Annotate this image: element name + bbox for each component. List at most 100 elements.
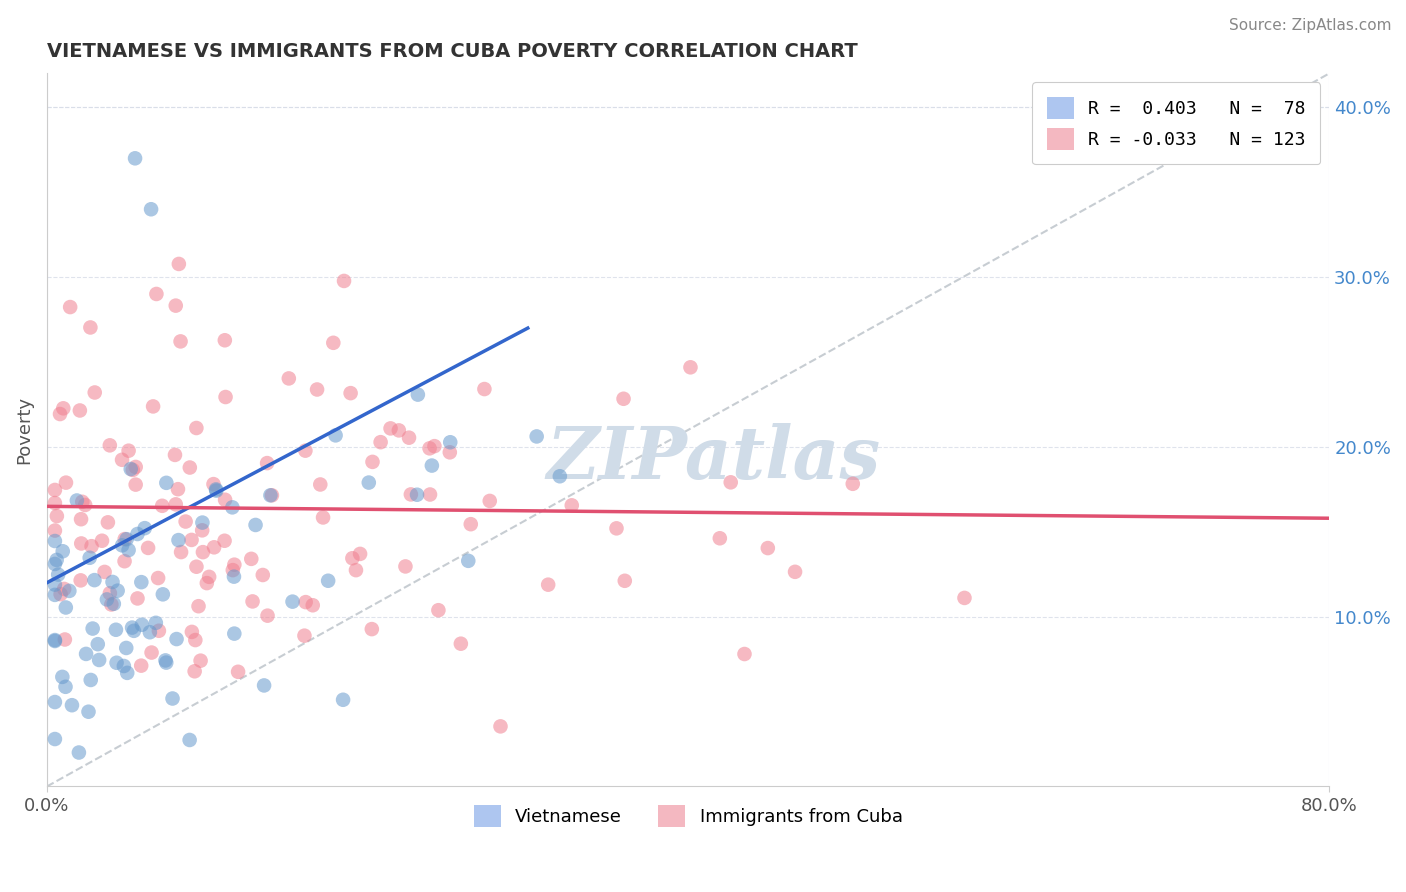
Immigrants from Cuba — [214, 333, 236, 347]
Immigrants from Cuba — [114, 532, 136, 546]
Vietnamese — [134, 521, 156, 535]
Immigrants from Cuba — [214, 390, 236, 404]
Immigrants from Cuba — [141, 646, 163, 660]
Vietnamese — [66, 493, 89, 508]
Immigrants from Cuba — [222, 563, 245, 577]
Vietnamese — [205, 483, 228, 497]
Vietnamese — [112, 659, 135, 673]
Immigrants from Cuba — [370, 435, 392, 450]
Immigrants from Cuba — [561, 499, 583, 513]
Vietnamese — [51, 670, 73, 684]
Vietnamese — [44, 557, 66, 571]
Vietnamese — [67, 746, 90, 760]
Vietnamese — [222, 569, 245, 583]
Immigrants from Cuba — [294, 629, 316, 643]
Vietnamese — [179, 733, 201, 747]
Vietnamese — [60, 698, 83, 713]
Vietnamese — [548, 469, 571, 483]
Immigrants from Cuba — [191, 545, 214, 559]
Immigrants from Cuba — [388, 423, 411, 437]
Immigrants from Cuba — [399, 487, 422, 501]
Immigrants from Cuba — [360, 622, 382, 636]
Immigrants from Cuba — [179, 460, 201, 475]
Vietnamese — [332, 693, 354, 707]
Immigrants from Cuba — [97, 516, 120, 530]
Vietnamese — [124, 151, 146, 165]
Vietnamese — [44, 634, 66, 648]
Vietnamese — [152, 587, 174, 601]
Vietnamese — [167, 533, 190, 548]
Immigrants from Cuba — [756, 541, 779, 555]
Immigrants from Cuba — [361, 455, 384, 469]
Immigrants from Cuba — [180, 533, 202, 547]
Immigrants from Cuba — [80, 539, 103, 553]
Immigrants from Cuba — [183, 665, 205, 679]
Immigrants from Cuba — [190, 654, 212, 668]
Immigrants from Cuba — [460, 517, 482, 532]
Y-axis label: Poverty: Poverty — [15, 396, 32, 464]
Immigrants from Cuba — [349, 547, 371, 561]
Immigrants from Cuba — [127, 591, 149, 606]
Immigrants from Cuba — [423, 439, 446, 453]
Vietnamese — [80, 673, 103, 687]
Immigrants from Cuba — [75, 498, 97, 512]
Immigrants from Cuba — [114, 554, 136, 568]
Immigrants from Cuba — [394, 559, 416, 574]
Vietnamese — [131, 575, 153, 590]
Immigrants from Cuba — [167, 257, 190, 271]
Immigrants from Cuba — [842, 476, 865, 491]
Immigrants from Cuba — [224, 558, 246, 572]
Immigrants from Cuba — [474, 382, 496, 396]
Immigrants from Cuba — [605, 521, 627, 535]
Vietnamese — [121, 621, 143, 635]
Immigrants from Cuba — [322, 335, 344, 350]
Immigrants from Cuba — [439, 445, 461, 459]
Immigrants from Cuba — [129, 658, 152, 673]
Vietnamese — [281, 594, 304, 608]
Vietnamese — [52, 544, 75, 558]
Immigrants from Cuba — [783, 565, 806, 579]
Immigrants from Cuba — [136, 541, 159, 555]
Legend: Vietnamese, Immigrants from Cuba: Vietnamese, Immigrants from Cuba — [467, 798, 910, 835]
Immigrants from Cuba — [44, 524, 66, 538]
Vietnamese — [316, 574, 339, 588]
Vietnamese — [120, 462, 142, 476]
Vietnamese — [357, 475, 380, 490]
Vietnamese — [44, 732, 66, 747]
Immigrants from Cuba — [169, 334, 191, 349]
Immigrants from Cuba — [953, 591, 976, 605]
Vietnamese — [115, 640, 138, 655]
Immigrants from Cuba — [679, 360, 702, 375]
Vietnamese — [166, 632, 188, 646]
Vietnamese — [406, 387, 429, 401]
Immigrants from Cuba — [174, 515, 197, 529]
Vietnamese — [87, 637, 110, 651]
Vietnamese — [439, 435, 461, 450]
Immigrants from Cuba — [184, 633, 207, 648]
Immigrants from Cuba — [146, 571, 169, 585]
Immigrants from Cuba — [427, 603, 450, 617]
Immigrants from Cuba — [53, 632, 76, 647]
Vietnamese — [162, 691, 184, 706]
Immigrants from Cuba — [734, 647, 756, 661]
Vietnamese — [155, 653, 177, 667]
Immigrants from Cuba — [256, 608, 278, 623]
Immigrants from Cuba — [79, 320, 101, 334]
Immigrants from Cuba — [72, 495, 94, 509]
Vietnamese — [139, 202, 162, 217]
Immigrants from Cuba — [260, 488, 283, 502]
Immigrants from Cuba — [294, 443, 316, 458]
Vietnamese — [253, 678, 276, 692]
Vietnamese — [457, 554, 479, 568]
Vietnamese — [122, 624, 145, 638]
Vietnamese — [131, 617, 153, 632]
Vietnamese — [107, 583, 129, 598]
Immigrants from Cuba — [294, 595, 316, 609]
Vietnamese — [155, 475, 177, 490]
Immigrants from Cuba — [191, 524, 214, 538]
Vietnamese — [44, 588, 66, 602]
Immigrants from Cuba — [342, 551, 364, 566]
Vietnamese — [44, 577, 66, 591]
Immigrants from Cuba — [167, 482, 190, 496]
Vietnamese — [44, 695, 66, 709]
